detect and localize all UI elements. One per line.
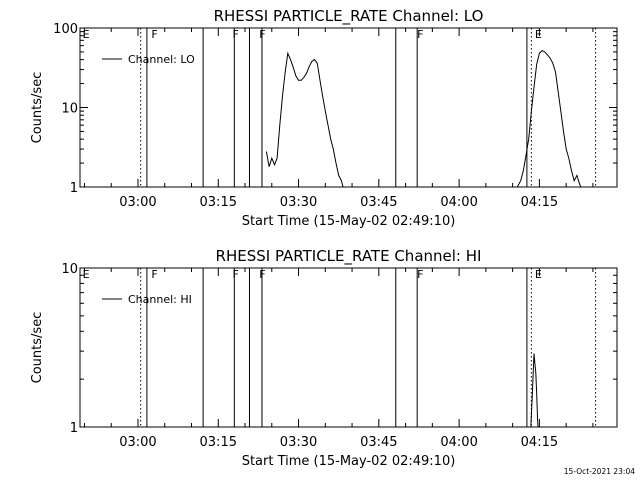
plot-timestamp: 15-Oct-2021 23:04 <box>564 467 635 476</box>
chart-1-legend-label: Channel: LO <box>128 53 195 66</box>
chart-1-flag-label: F <box>233 28 239 41</box>
chart-2-xlabel: Start Time (15-May-02 02:49:10) <box>242 454 456 469</box>
chart-2-flag-label: F <box>233 268 239 281</box>
chart-2-flag-label: F <box>259 268 265 281</box>
chart-2-title: RHESSI PARTICLE_RATE Channel: HI <box>216 247 482 266</box>
chart-1-flag-label: E <box>535 28 542 41</box>
chart-1-xtick-label: 03:00 <box>119 195 156 210</box>
chart-2: RHESSI PARTICLE_RATE Channel: HI Start Ti… <box>30 247 618 469</box>
chart-2-ytick-label: 10 <box>61 262 78 277</box>
chart-1-ytick-label: 100 <box>53 22 78 37</box>
chart-2-flag-label: E <box>535 268 542 281</box>
chart-1: RHESSI PARTICLE_RATE Channel: LO Start Ti… <box>30 7 618 229</box>
chart-1-flag-label: F <box>259 28 265 41</box>
charts: RHESSI PARTICLE_RATE Channel: LO Start Ti… <box>30 7 618 469</box>
chart-1-title: RHESSI PARTICLE_RATE Channel: LO <box>214 7 484 26</box>
chart-1-xtick-label: 04:00 <box>440 195 477 210</box>
chart-1-xtick-label: 03:45 <box>360 195 397 210</box>
chart-2-ylabel: Counts/sec <box>30 312 45 384</box>
chart-2-flag-label: E <box>83 268 90 281</box>
chart-2-flag-label: F <box>151 268 157 281</box>
chart-2-frame <box>79 267 618 428</box>
chart-1-ytick-label: 1 <box>70 181 78 196</box>
chart-2-flag-label: F <box>417 268 423 281</box>
chart-1-xlabel: Start Time (15-May-02 02:49:10) <box>242 214 456 229</box>
chart-1-xtick-label: 04:15 <box>521 195 558 210</box>
chart-2-xtick-label: 03:30 <box>280 435 317 450</box>
chart-1-xtick-label: 03:30 <box>280 195 317 210</box>
chart-2-legend-label: Channel: HI <box>128 293 192 306</box>
chart-1-ytick-label: 10 <box>61 102 78 117</box>
chart-1-series-line-1 <box>265 51 344 187</box>
chart-1-series-line-2 <box>516 49 582 187</box>
chart-2-xtick-label: 03:00 <box>119 435 156 450</box>
chart-1-flag-label: F <box>151 28 157 41</box>
chart-2-xtick-label: 04:00 <box>440 435 477 450</box>
chart-2-ytick-label: 1 <box>70 421 78 436</box>
chart-1-xtick-label: 03:15 <box>200 195 237 210</box>
chart-1-flag-label: E <box>83 28 90 41</box>
chart-2-xtick-label: 03:15 <box>200 435 237 450</box>
chart-2-xtick-label: 03:45 <box>360 435 397 450</box>
chart-2-xtick-label: 04:15 <box>521 435 558 450</box>
chart-1-flag-label: F <box>417 28 423 41</box>
chart-2-series-line-1 <box>530 353 539 427</box>
chart-1-ylabel: Counts/sec <box>30 72 45 144</box>
